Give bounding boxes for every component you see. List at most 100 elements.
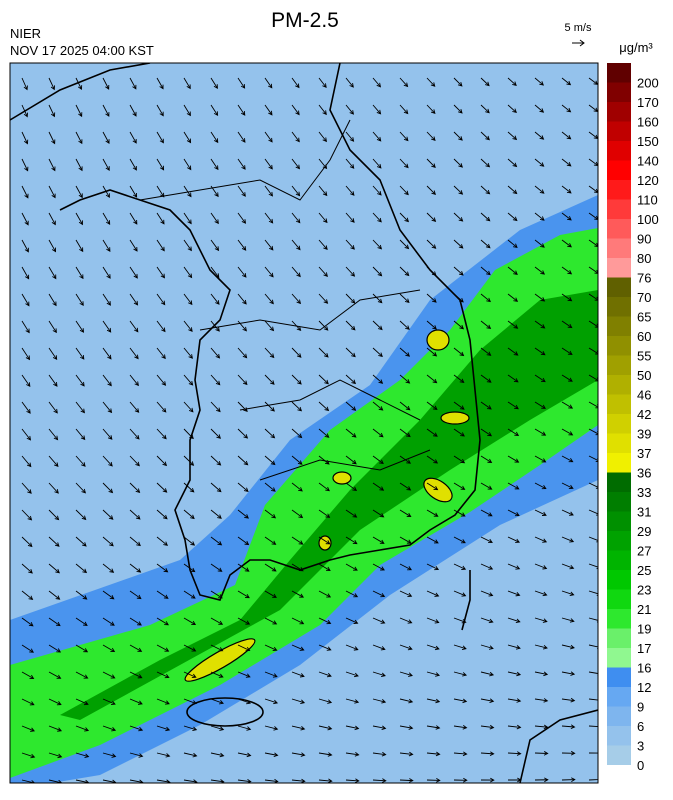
wind-arrow bbox=[237, 725, 252, 731]
wind-arrow bbox=[102, 428, 113, 440]
wind-arrow bbox=[156, 698, 170, 705]
wind-arrow bbox=[102, 536, 114, 547]
wind-arrow bbox=[291, 347, 302, 358]
wind-arrow bbox=[453, 509, 466, 517]
wind-arrow bbox=[561, 401, 574, 409]
wind-arrow bbox=[426, 751, 441, 757]
wind-arrow bbox=[345, 320, 356, 331]
wind-arrow bbox=[588, 212, 598, 221]
wind-arrow bbox=[399, 428, 411, 438]
colorbar-segment bbox=[607, 492, 631, 512]
wind-arrow bbox=[156, 131, 164, 144]
wind-arrow bbox=[399, 778, 414, 783]
wind-arrow bbox=[48, 482, 59, 494]
wind-arrow bbox=[102, 455, 113, 467]
wind-arrow bbox=[264, 482, 276, 492]
wind-arrow bbox=[534, 131, 545, 140]
wind-arrow bbox=[507, 509, 520, 517]
wind-arrow bbox=[264, 266, 274, 278]
colorbar-segment bbox=[607, 375, 631, 395]
wind-arrow bbox=[129, 320, 139, 333]
wind-arrow bbox=[480, 482, 493, 490]
wind-arrow bbox=[264, 239, 274, 251]
wind-arrow bbox=[588, 185, 598, 194]
wind-arrow bbox=[291, 752, 306, 757]
wind-arrow bbox=[372, 455, 384, 465]
wind-arrow bbox=[372, 212, 382, 223]
wind-arrow bbox=[507, 104, 517, 114]
wind-arrow bbox=[426, 347, 438, 357]
wind-arrow bbox=[480, 212, 491, 222]
wind-arrow bbox=[372, 374, 384, 384]
wind-arrow bbox=[561, 455, 574, 463]
wind-arrow bbox=[426, 293, 437, 303]
wind-arrow bbox=[75, 158, 83, 172]
wind-arrow bbox=[345, 131, 355, 142]
wind-arrow bbox=[345, 104, 355, 115]
colorbar-label: 9 bbox=[637, 700, 644, 715]
wind-arrow bbox=[21, 698, 35, 706]
wind-arrow bbox=[48, 455, 59, 468]
wind-arrow bbox=[480, 617, 494, 624]
wind-arrow bbox=[426, 644, 440, 651]
wind-arrow bbox=[75, 293, 84, 307]
wind-arrow bbox=[534, 724, 549, 730]
colorbar-segment bbox=[607, 589, 631, 609]
wind-arrow bbox=[561, 212, 572, 221]
wind-arrow bbox=[318, 563, 331, 571]
wind-arrow bbox=[75, 482, 87, 494]
wind-arrow bbox=[507, 482, 520, 490]
wind-arrow bbox=[75, 509, 87, 521]
wind-arrow bbox=[453, 777, 468, 783]
colorbar-label: 200 bbox=[637, 76, 659, 91]
wind-scale-label: 5 m/s bbox=[565, 22, 592, 34]
colorbar-segment bbox=[607, 199, 631, 219]
wind-arrow bbox=[534, 347, 546, 356]
field-darkgreen bbox=[60, 290, 598, 720]
wind-arrow bbox=[156, 779, 171, 783]
wind-arrow bbox=[21, 644, 34, 653]
wind-arrow bbox=[210, 266, 220, 278]
colorbar-segment bbox=[607, 258, 631, 278]
wind-arrow bbox=[48, 239, 57, 253]
wind-arrow bbox=[561, 320, 573, 329]
wind-arrow bbox=[210, 644, 224, 652]
wind-arrow bbox=[129, 131, 137, 144]
wind-arrow bbox=[399, 158, 409, 169]
wind-arrow bbox=[507, 590, 521, 597]
wind-arrow bbox=[237, 185, 246, 197]
colorbar-label: 37 bbox=[637, 446, 651, 461]
title: PM-2.5 bbox=[271, 9, 339, 32]
wind-arrow bbox=[210, 185, 219, 198]
wind-arrow bbox=[75, 347, 85, 360]
wind-arrow bbox=[210, 212, 219, 225]
wind-arrow bbox=[210, 104, 219, 117]
wind-arrow bbox=[507, 401, 519, 410]
wind-arrow bbox=[399, 455, 411, 464]
colorbar-segment bbox=[607, 355, 631, 375]
wind-arrow bbox=[129, 428, 140, 440]
colorbar-label: 0 bbox=[637, 758, 644, 773]
wind-arrow bbox=[210, 347, 221, 359]
wind-arrow bbox=[21, 158, 29, 172]
colorbar-label: 42 bbox=[637, 407, 651, 422]
colorbar-segment bbox=[607, 297, 631, 317]
colorbar-segment bbox=[607, 219, 631, 239]
wind-arrow bbox=[264, 104, 273, 116]
wind-arrow bbox=[129, 590, 142, 600]
wind-arrow bbox=[318, 671, 332, 678]
colorbar-segment bbox=[607, 648, 631, 668]
wind-arrow bbox=[48, 104, 56, 118]
wind-arrow bbox=[48, 644, 62, 653]
wind-arrow bbox=[588, 509, 598, 516]
colorbar-label: 17 bbox=[637, 641, 651, 656]
wind-arrow bbox=[102, 563, 115, 573]
wind-arrow bbox=[480, 158, 491, 168]
wind-arrow bbox=[129, 293, 139, 306]
wind-arrow bbox=[480, 77, 490, 87]
colorbar-label: 170 bbox=[637, 95, 659, 110]
wind-arrow bbox=[102, 320, 112, 333]
wind-arrow bbox=[291, 536, 304, 545]
wind-arrow bbox=[210, 320, 220, 332]
